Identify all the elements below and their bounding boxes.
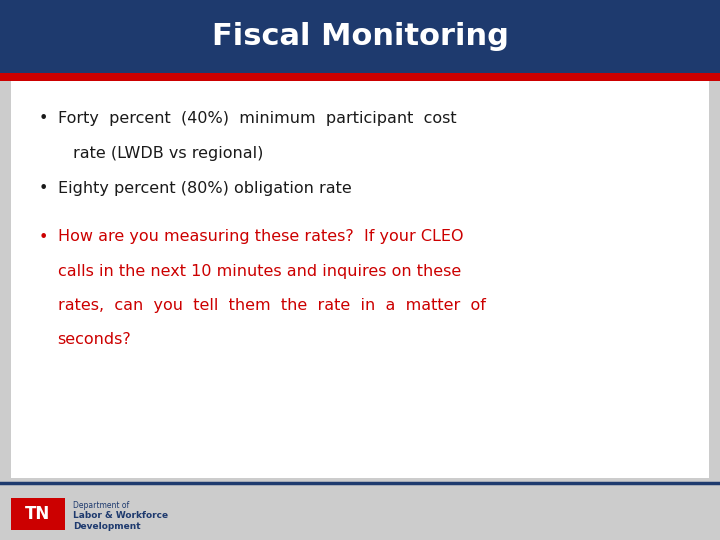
Text: seconds?: seconds? bbox=[58, 332, 131, 347]
Text: Forty  percent  (40%)  minimum  participant  cost: Forty percent (40%) minimum participant … bbox=[58, 111, 456, 126]
Text: •: • bbox=[38, 181, 48, 196]
Text: rate (LWDB vs regional): rate (LWDB vs regional) bbox=[73, 146, 264, 161]
Text: calls in the next 10 minutes and inquires on these: calls in the next 10 minutes and inquire… bbox=[58, 264, 461, 279]
FancyBboxPatch shape bbox=[0, 478, 720, 540]
Text: rates,  can  you  tell  them  the  rate  in  a  matter  of: rates, can you tell them the rate in a m… bbox=[58, 298, 485, 313]
Text: Fiscal Monitoring: Fiscal Monitoring bbox=[212, 22, 508, 51]
Text: Department of: Department of bbox=[73, 501, 130, 510]
FancyBboxPatch shape bbox=[0, 0, 720, 73]
Text: •: • bbox=[38, 230, 48, 245]
Text: •: • bbox=[38, 111, 48, 126]
FancyBboxPatch shape bbox=[11, 81, 709, 478]
FancyBboxPatch shape bbox=[11, 498, 65, 530]
Text: Eighty percent (80%) obligation rate: Eighty percent (80%) obligation rate bbox=[58, 181, 351, 196]
Text: Development: Development bbox=[73, 522, 141, 531]
Text: Labor & Workforce: Labor & Workforce bbox=[73, 511, 168, 521]
Text: How are you measuring these rates?  If your CLEO: How are you measuring these rates? If yo… bbox=[58, 230, 463, 245]
Text: TN: TN bbox=[25, 505, 50, 523]
FancyBboxPatch shape bbox=[0, 73, 720, 81]
FancyBboxPatch shape bbox=[0, 0, 720, 6]
